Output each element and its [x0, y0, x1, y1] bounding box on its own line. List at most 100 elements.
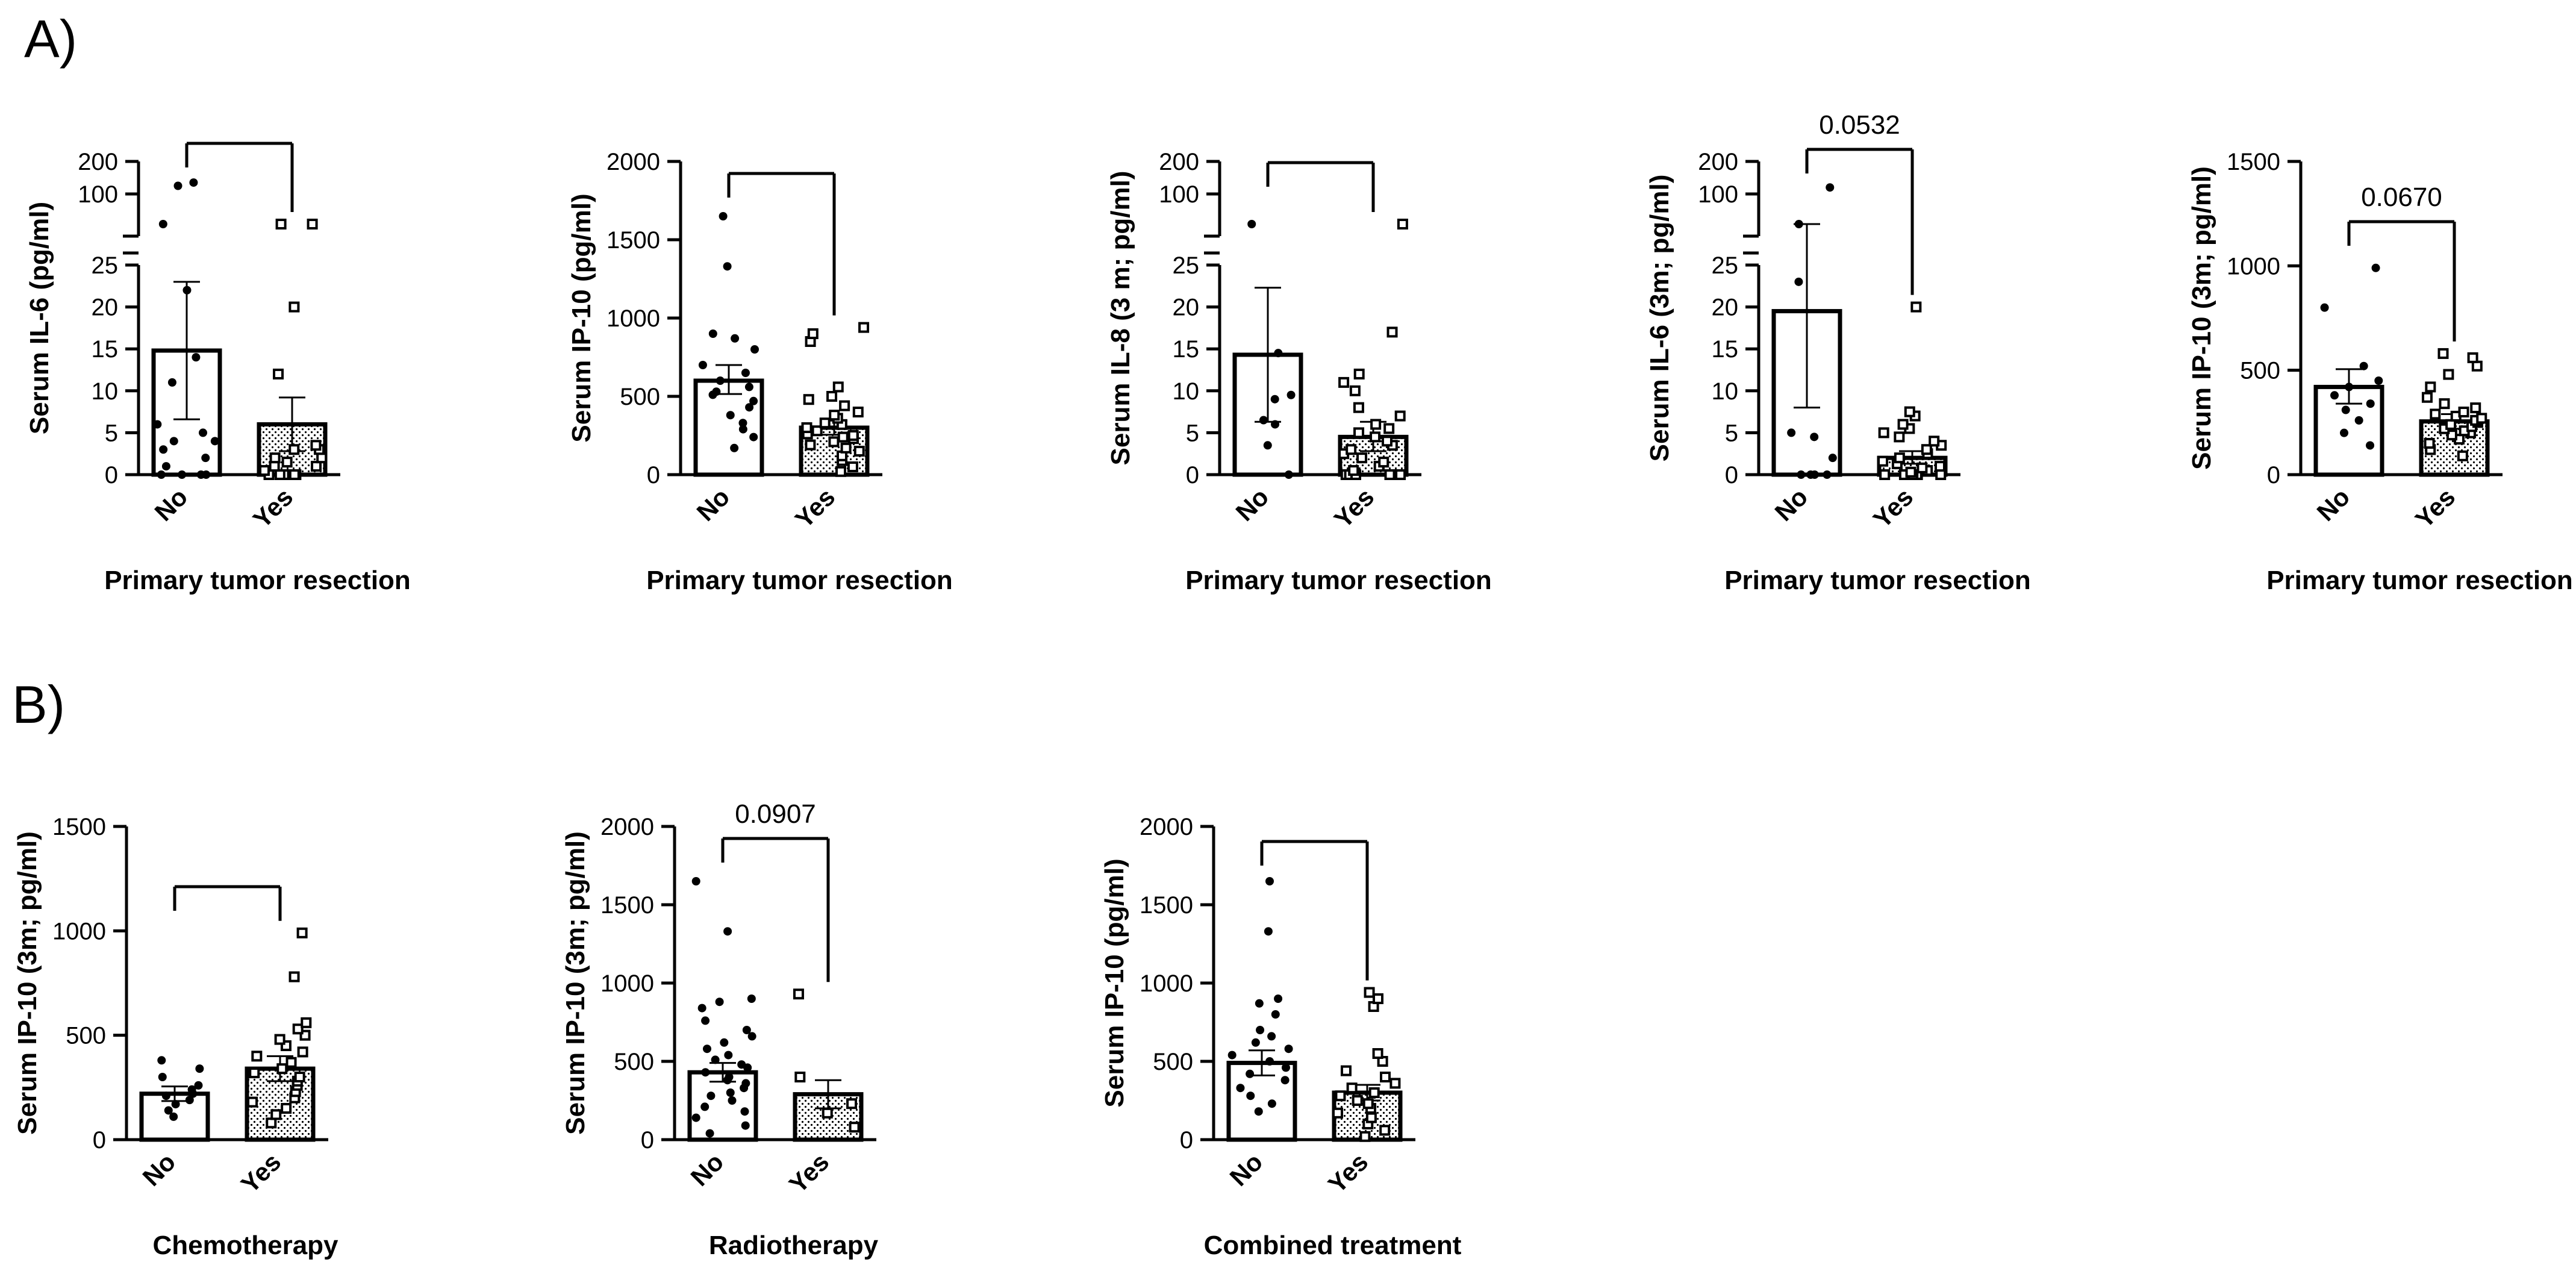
data-point	[1251, 1038, 1260, 1047]
data-point	[835, 466, 847, 477]
y-tick-label: 2000	[607, 149, 660, 175]
y-tick-label: 10	[1173, 378, 1200, 405]
data-point	[2320, 303, 2329, 312]
data-point	[853, 446, 865, 457]
data-point	[1810, 470, 1819, 479]
data-point	[310, 440, 322, 451]
data-point	[745, 403, 754, 412]
data-point	[247, 1096, 258, 1108]
data-point	[1280, 1076, 1290, 1085]
data-point	[202, 470, 211, 479]
data-point	[270, 1109, 282, 1120]
data-point	[1332, 1107, 1344, 1119]
data-point	[1267, 1099, 1276, 1108]
y-axis-label: Serum IP-10 (3m; pg/ml)	[13, 831, 42, 1135]
data-point	[189, 178, 198, 187]
data-point	[1246, 1091, 1255, 1101]
y-tick-label: 15	[1712, 336, 1739, 363]
data-point	[2425, 381, 2436, 393]
data-point	[719, 212, 728, 220]
p-value-label: 0.0532	[1819, 110, 1900, 140]
data-point	[1378, 457, 1389, 468]
y-tick-label: 200	[78, 149, 118, 175]
data-point	[1281, 1063, 1290, 1072]
data-point	[169, 1112, 178, 1121]
data-point	[1264, 927, 1273, 936]
x-axis-label: Primary tumor resection	[1724, 566, 2031, 595]
y-tick-label: 500	[620, 384, 660, 410]
data-point	[724, 1051, 733, 1060]
x-category-label: No	[137, 1147, 181, 1191]
data-point	[1362, 1098, 1374, 1110]
data-point	[1386, 326, 1398, 338]
data-point	[2366, 441, 2375, 450]
data-point	[199, 428, 208, 437]
data-point	[1271, 1010, 1280, 1019]
data-point	[178, 470, 187, 479]
data-point	[1274, 349, 1283, 358]
data-point	[158, 1073, 167, 1081]
data-point	[161, 462, 170, 471]
y-tick-label: 1500	[2227, 149, 2280, 175]
data-point	[1368, 1087, 1380, 1098]
data-point	[715, 998, 724, 1007]
data-point	[1897, 419, 1909, 430]
y-tick-label: 1500	[52, 814, 106, 840]
y-tick-label: 100	[1698, 181, 1738, 208]
x-category-label: Yes	[2410, 482, 2460, 533]
y-tick-label: 1000	[52, 918, 106, 944]
data-point	[1284, 470, 1293, 479]
data-point	[749, 396, 758, 405]
data-point	[2446, 429, 2457, 441]
data-point	[847, 461, 858, 472]
data-point	[794, 1072, 806, 1082]
data-point	[705, 1129, 714, 1138]
x-category-label: No	[685, 1147, 729, 1191]
data-point	[1894, 431, 1905, 443]
data-point	[2437, 348, 2449, 359]
data-point	[749, 432, 758, 442]
data-point	[1340, 1065, 1352, 1076]
data-point	[1823, 470, 1832, 479]
data-point	[1353, 402, 1364, 413]
data-point	[251, 1051, 263, 1062]
data-point	[1935, 461, 1946, 472]
data-point	[288, 469, 300, 480]
p-value-label: 0.0670	[2361, 183, 2442, 212]
x-category-label: No	[1230, 482, 1274, 526]
y-tick-label: 1000	[600, 970, 654, 997]
data-point	[316, 452, 328, 464]
y-axis-label: Serum IP-10 (3m; pg/ml)	[561, 831, 590, 1135]
data-point	[161, 1091, 170, 1101]
data-point	[1904, 406, 1915, 417]
x-category-label: No	[2312, 482, 2356, 526]
y-tick-label: 20	[1712, 295, 1739, 321]
data-point	[1353, 368, 1365, 379]
data-point	[1356, 452, 1368, 464]
chart-2: 0 500 1000 1500 2000 No Yes Serum IP-10 (pg/ml)…	[567, 149, 953, 595]
data-point	[708, 329, 717, 338]
data-point	[801, 422, 812, 433]
data-point	[2374, 376, 2383, 385]
chart-1: 0 5 10 15 20 25 100 200 No Yes Serum IL-6 (pg/ml) P…	[25, 142, 411, 595]
x-category-label: Yes	[1868, 482, 1918, 533]
data-point	[292, 1023, 304, 1035]
data-point	[811, 425, 823, 437]
data-point	[274, 469, 285, 480]
x-axis-label: Combined treatment	[1204, 1231, 1462, 1260]
panel-label-b: B)	[12, 675, 65, 734]
data-point	[2366, 399, 2375, 408]
data-point	[738, 419, 747, 428]
y-tick-label: 1000	[607, 305, 660, 332]
x-category-label: Yes	[1323, 1147, 1373, 1198]
data-point	[307, 219, 318, 229]
data-point	[273, 368, 284, 379]
data-point	[288, 301, 300, 313]
y-tick-label: 500	[66, 1023, 106, 1049]
data-point	[840, 442, 852, 454]
data-point	[1905, 466, 1916, 478]
data-point	[731, 334, 740, 343]
y-axis-label: Serum IL-8 (3 m; pg/ml)	[1106, 171, 1135, 466]
y-axis-label: Serum IP-10 (3m; pg/ml)	[2187, 166, 2216, 470]
data-point	[1910, 301, 1922, 313]
